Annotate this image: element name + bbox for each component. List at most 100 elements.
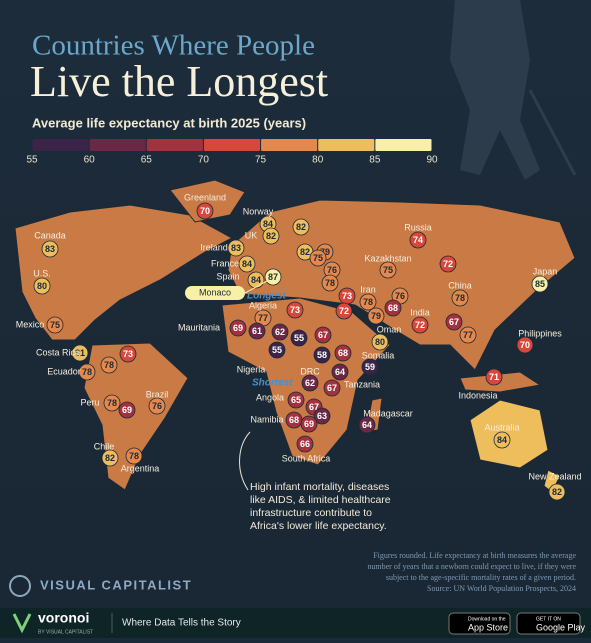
play-button[interactable] [516,612,581,635]
country-value: 78 [129,451,139,461]
country-marker [459,326,477,344]
country-marker [247,271,265,289]
country-marker [287,391,305,409]
country-value: 82 [105,453,115,463]
legend-swatch [374,139,432,151]
country-name: Russia [404,222,432,232]
callout-box [185,286,245,300]
app-store-top: Download on the [468,616,506,622]
note-line: infrastructure contribute to [250,507,372,519]
country-name: Argentina [121,463,160,473]
country-name: Namibia [250,414,283,424]
country-value: 76 [395,291,405,301]
legend-swatch [203,139,261,151]
country-value: 84 [242,259,252,269]
country-value: 80 [37,281,47,291]
country-value: 69 [233,323,243,333]
country-value: 61 [252,326,262,336]
country-value: 66 [300,439,310,449]
country-value: 75 [50,320,60,330]
country-name: Australia [484,422,519,432]
legend-tick-label: 75 [255,155,267,166]
country-marker [485,368,503,386]
brand: VISUAL CAPITALIST [9,575,191,597]
longest-note: Longest [247,291,287,302]
country-marker [125,447,143,465]
country-marker [323,379,341,397]
country-name: Peru [80,397,99,407]
country-marker [451,289,469,307]
country-name: Iran [360,284,376,294]
country-value: 83 [45,244,55,254]
country-marker [101,449,119,467]
country-value: 73 [123,349,133,359]
country-marker [301,374,319,392]
country-name: Mauritania [178,322,220,332]
footnote-line: number of years that a newborn could exp… [367,562,576,571]
country-value: 58 [317,350,327,360]
country-name: Angola [256,392,284,402]
country-value: 82 [296,222,306,232]
country-name: Algeria [249,300,277,310]
country-marker [321,274,339,292]
country-marker [313,407,331,425]
country-name: Madagascar [363,408,413,418]
country-marker [292,218,310,236]
country-name: Spain [216,271,239,281]
country-name: Kazakhstan [364,253,411,263]
country-value: 78 [82,367,92,377]
country-value: 78 [363,297,373,307]
country-value: 65 [291,395,301,405]
app-store-label: App Store [468,622,508,632]
country-name: India [410,307,430,317]
country-value: 62 [275,327,285,337]
arrow [239,431,251,491]
country-marker [103,394,121,412]
country-marker [238,255,256,273]
country-value: 70 [200,206,210,216]
country-marker [548,483,566,501]
country-value: 68 [338,348,348,358]
country-value: 85 [535,279,545,289]
legend-swatch [32,139,90,151]
country-value: 73 [342,291,352,301]
footer-logo: voronoi [38,610,89,626]
country-name: South Africa [282,453,331,463]
subtitle: Average life expectancy at birth 2025 (y… [32,115,306,130]
country-marker [46,316,64,334]
country-value: 78 [325,278,335,288]
country-marker [296,435,314,453]
country-name: Ireland [200,242,228,252]
app-store-button[interactable] [448,612,511,635]
country-marker [384,299,402,317]
country-value: 74 [413,235,423,245]
land [14,179,576,493]
country-marker [78,363,96,381]
country-value: 72 [443,259,453,269]
note-line: Africa's lower life expectancy. [250,520,387,532]
footnote-line: subject to the age-specific mortality ra… [386,573,576,582]
country-marker [268,341,286,359]
north-america [14,204,234,341]
legend-tick-label: 65 [141,155,153,166]
country-marker [227,239,245,257]
country-marker [379,261,397,279]
legend-tick-label: 80 [312,155,324,166]
country-value: 59 [365,362,375,372]
legend-tick-label: 85 [369,155,381,166]
country-marker [196,202,214,220]
country-name: Nigeria [237,364,266,374]
header: Countries Where People Live the Longest … [30,30,328,131]
country-marker [118,401,136,419]
country-marker [290,329,308,347]
country-value: 64 [362,420,372,430]
country-name: Tanzania [344,379,380,389]
country-value: 68 [388,303,398,313]
country-value: 75 [313,253,323,263]
country-marker [71,344,89,362]
country-marker [371,333,389,351]
country-marker [119,345,137,363]
country-name: Costa Rica [36,347,80,357]
country-value: 77 [258,313,268,323]
legend-swatch [317,139,375,151]
